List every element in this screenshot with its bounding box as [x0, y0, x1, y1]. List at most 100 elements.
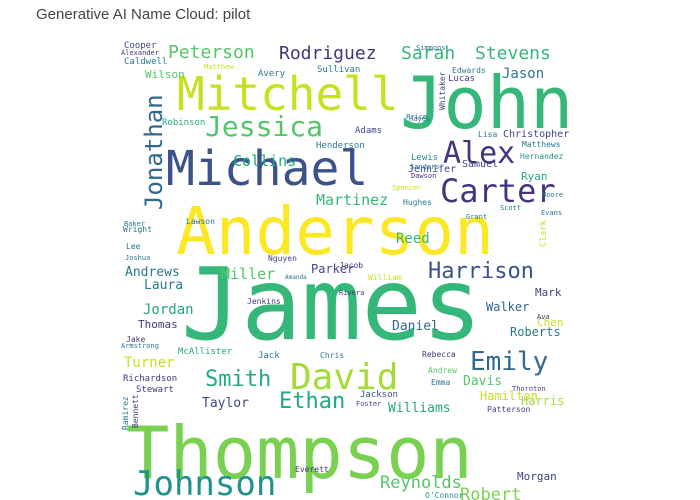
cloud-word: John — [400, 61, 573, 145]
page-title: Generative AI Name Cloud: pilot — [36, 6, 251, 23]
cloud-word: Chen — [537, 316, 564, 329]
cloud-word: Chris — [320, 351, 344, 360]
cloud-word: Jason — [502, 66, 544, 82]
cloud-word: Edwards — [452, 66, 486, 75]
cloud-word: Lisa — [478, 130, 497, 139]
cloud-word: Clark — [539, 219, 549, 247]
cloud-word: Jake — [126, 335, 145, 344]
cloud-word: Walker — [486, 300, 529, 314]
cloud-word: Thomas — [138, 318, 178, 331]
cloud-word: Price — [406, 113, 427, 121]
cloud-word: Alex — [443, 136, 515, 171]
cloud-word: Lewis — [411, 153, 438, 163]
cloud-word: Ryan — [521, 170, 548, 183]
cloud-word: Matthews — [522, 140, 561, 149]
cloud-word: Evans — [541, 209, 562, 217]
cloud-word: Patterson — [487, 405, 531, 414]
cloud-word: Hughes — [403, 198, 432, 207]
cloud-word: Turner — [124, 355, 175, 371]
cloud-word: Thornton — [512, 385, 546, 393]
cloud-word: Spencer — [392, 184, 422, 192]
cloud-word: Dawson — [411, 172, 436, 180]
cloud-word: Davis — [463, 374, 502, 389]
cloud-word: Sanders — [410, 163, 440, 171]
cloud-word: David — [290, 357, 398, 398]
cloud-word: Everett — [295, 465, 329, 474]
cloud-word: Wilson — [145, 68, 185, 81]
cloud-word: Emma — [431, 378, 450, 387]
cloud-word: Roberts — [510, 325, 561, 339]
cloud-word: Whitaker — [438, 71, 447, 110]
cloud-word: Jacob — [339, 261, 363, 270]
cloud-word: Miller — [221, 265, 275, 283]
cloud-word: Sullivan — [317, 65, 360, 75]
cloud-word: Jonathan — [140, 94, 168, 210]
cloud-word: Lucas — [448, 74, 475, 84]
cloud-word: Bennett — [131, 394, 140, 428]
cloud-word: William — [368, 273, 402, 282]
cloud-word: Collins — [233, 152, 296, 170]
cloud-word: Carter — [440, 172, 556, 210]
cloud-word: Simmons — [416, 44, 446, 52]
cloud-word: Jennifer — [408, 164, 456, 175]
cloud-word: Samuel — [462, 159, 498, 170]
cloud-word: Jack — [258, 351, 280, 361]
cloud-word: Harris — [521, 394, 564, 408]
cloud-word: Matthew — [204, 63, 234, 71]
cloud-word: Parker — [311, 262, 354, 276]
cloud-word: Lee — [126, 242, 141, 251]
cloud-word: Caldwell — [124, 57, 167, 67]
cloud-word: Robert — [460, 485, 521, 500]
cloud-word: Jenkins — [247, 297, 281, 306]
cloud-word: Emily — [470, 347, 548, 377]
cloud-word: Robinson — [162, 118, 205, 128]
cloud-word: Williams — [388, 401, 451, 416]
cloud-word: Alexander — [121, 49, 159, 57]
cloud-word: Adams — [355, 126, 382, 136]
cloud-word: Hernandez — [520, 152, 564, 161]
cloud-word: Laura — [144, 278, 183, 293]
cloud-word: Ava — [537, 313, 550, 321]
cloud-word: Hamilton — [480, 389, 538, 403]
cloud-word: Moore — [542, 191, 563, 199]
cloud-word: Taylor — [202, 396, 249, 411]
cloud-word: Johnson — [133, 464, 276, 500]
cloud-word: Lawson — [186, 217, 215, 226]
cloud-word: Michael — [166, 141, 368, 197]
cloud-word: Martinez — [316, 191, 388, 209]
cloud-word: Jordan — [143, 302, 194, 318]
cloud-word: Andrew — [428, 366, 457, 375]
cloud-word: Richardson — [123, 374, 177, 384]
cloud-word: Rebecca — [422, 350, 456, 359]
cloud-word: Jessica — [205, 110, 323, 143]
cloud-word: Grant — [466, 213, 487, 221]
cloud-word: Stewart — [136, 385, 174, 395]
cloud-word: Amanda — [285, 274, 307, 281]
cloud-word: Harrison — [428, 259, 534, 284]
cloud-word: Avery — [258, 69, 286, 79]
cloud-word: Daniel — [392, 319, 439, 334]
cloud-word: Thompson — [126, 411, 473, 495]
cloud-word: Mark — [535, 286, 562, 299]
cloud-word: Ramirez — [121, 396, 130, 430]
cloud-word: Reynolds — [380, 473, 462, 493]
cloud-word: Reed — [396, 231, 430, 247]
cloud-word: Joshua — [125, 254, 150, 262]
cloud-word: Morgan — [517, 470, 557, 483]
cloud-word: Sarah — [401, 43, 455, 64]
cloud-word: Foster — [356, 400, 381, 408]
cloud-word: Wright — [123, 225, 152, 234]
cloud-word: Cooper — [124, 41, 157, 51]
cloud-word: McAllister — [178, 347, 233, 357]
cloud-word: Christopher — [503, 129, 569, 140]
cloud-word: Armstrong — [121, 342, 159, 350]
cloud-word: Hayes — [409, 115, 430, 123]
cloud-word: Andrews — [125, 265, 180, 280]
cloud-word: Rivera — [339, 289, 364, 297]
cloud-word: Anderson — [176, 193, 494, 270]
cloud-word: Stevens — [475, 43, 551, 64]
cloud-word: Mitchell — [177, 67, 399, 121]
cloud-word: Baker — [124, 220, 145, 228]
cloud-word: O'Connor — [425, 491, 464, 500]
